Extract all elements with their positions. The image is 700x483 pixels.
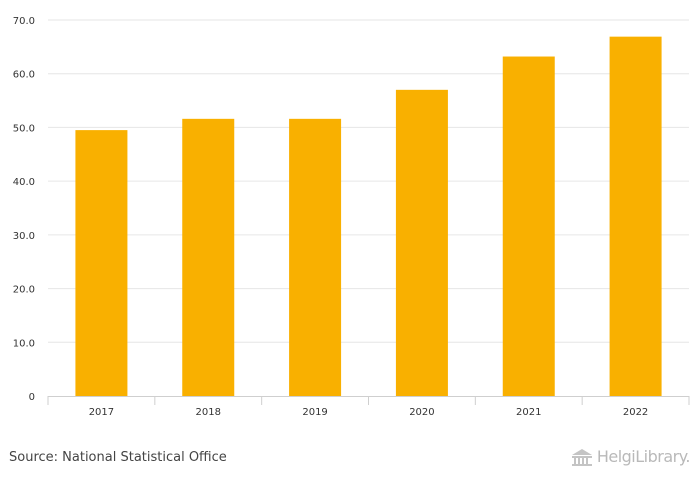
bar-2020 (395, 89, 448, 396)
bar-2022 (609, 36, 662, 396)
x-tick-label: 2020 (409, 407, 434, 418)
x-axis-ticks: 2017 2018 2019 2020 2021 2022 (89, 407, 649, 418)
bar-2019 (289, 118, 342, 396)
y-tick-label: 30.0 (13, 231, 35, 242)
brand-logo: HelgiLibrary. (571, 447, 691, 466)
bar-2021 (502, 56, 555, 396)
y-tick-label: 0 (29, 392, 35, 403)
x-tick-label: 2017 (89, 407, 114, 418)
x-tick-label: 2021 (516, 407, 541, 418)
x-tick-label: 2019 (302, 407, 327, 418)
bars (75, 36, 662, 396)
bar-chart: 010.020.030.040.050.060.070.0 2017 2018 20… (13, 16, 690, 418)
y-axis-ticks: 0 10.0 20.0 30.0 40.0 50.0 60.0 70.0 (13, 16, 35, 403)
brand-name: HelgiLibrary. (596, 447, 691, 466)
y-tick-label: 40.0 (13, 177, 35, 188)
y-tick-label: 10.0 (13, 338, 35, 349)
x-tick-label: 2018 (196, 407, 221, 418)
source-note: Source: National Statistical Office (9, 450, 227, 465)
bar-2017 (75, 130, 128, 396)
y-tick-label: 70.0 (13, 16, 35, 27)
y-tick-label: 60.0 (13, 70, 35, 81)
y-tick-label: 20.0 (13, 285, 35, 296)
y-tick-label: 50.0 (13, 123, 35, 134)
x-tick-label: 2022 (623, 407, 648, 418)
x-axis (47, 396, 690, 405)
grid-lines (48, 19, 689, 343)
library-icon (571, 448, 592, 466)
bar-2018 (182, 118, 235, 396)
